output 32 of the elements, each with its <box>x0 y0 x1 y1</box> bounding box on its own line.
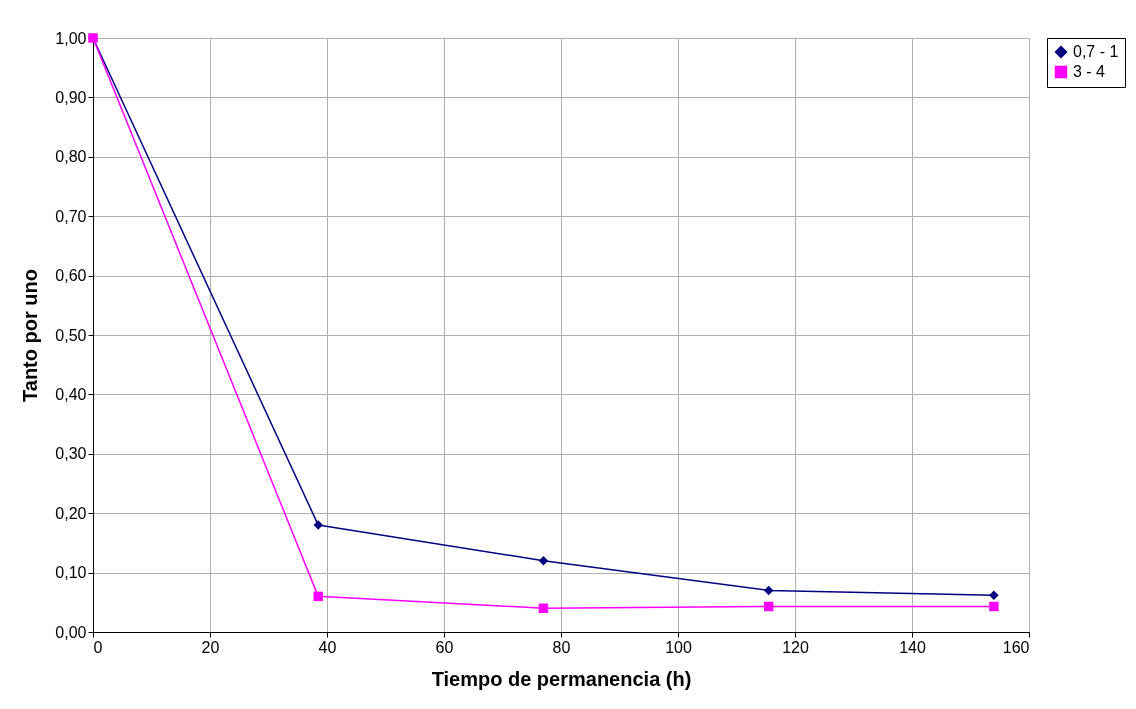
point <box>313 591 323 602</box>
y-tick-label: 0,10 <box>55 564 87 582</box>
y-tick-label: 0,80 <box>55 148 87 166</box>
legend-label: 3 - 4 <box>1073 63 1106 80</box>
point <box>763 585 774 596</box>
x-tick-label: 20 <box>201 638 220 656</box>
legend-label: 0,7 - 1 <box>1073 43 1119 60</box>
point <box>538 555 549 566</box>
x-tick-label: 60 <box>435 638 454 656</box>
y-tick-label: 0,00 <box>55 623 87 641</box>
point <box>989 601 999 612</box>
x-tick-label: 40 <box>318 638 337 656</box>
y-tick-label: 0,70 <box>55 207 87 225</box>
y-tick-label: 0,20 <box>55 504 87 522</box>
y-axis-title: Tanto por uno <box>19 269 42 402</box>
y-tick-label: 0,90 <box>55 88 87 106</box>
point <box>538 603 549 613</box>
y-tick-label: 0,40 <box>55 385 87 403</box>
x-axis-title: Tiempo de permanencia (h) <box>431 667 692 690</box>
y-tick-label: 0,60 <box>55 267 87 285</box>
x-tick-label: 100 <box>665 638 692 656</box>
point <box>313 520 323 530</box>
y-tick-label: 0,50 <box>55 326 87 344</box>
x-tick-label: 140 <box>899 638 926 656</box>
point <box>989 590 999 600</box>
point <box>763 601 774 612</box>
y-tick-label: 1,00 <box>55 29 87 47</box>
x-tick-label: 120 <box>782 638 809 656</box>
x-tick-label: 80 <box>552 638 571 656</box>
y-tick-label: 0,30 <box>55 445 87 463</box>
x-tick-label: 0 <box>93 638 103 656</box>
x-tick-label: 160 <box>1002 638 1030 656</box>
